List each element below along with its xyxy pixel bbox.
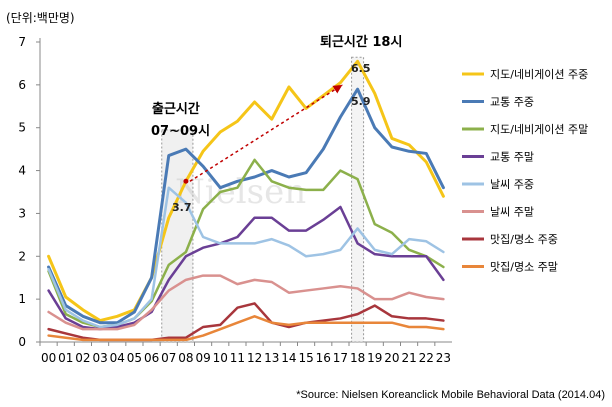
evening-title: 퇴근시간 18시 <box>320 34 402 50</box>
y-tick-label: 1 <box>18 292 26 306</box>
y-tick-label: 6 <box>18 78 26 92</box>
x-tick-label: 04 <box>110 351 125 365</box>
y-tick-label: 5 <box>18 121 26 135</box>
x-tick-label: 15 <box>298 351 313 365</box>
value-label-5-9: 5.9 <box>351 95 371 108</box>
y-tick-label: 0 <box>18 335 26 349</box>
legend-label-4: 날씨 주중 <box>490 178 534 191</box>
value-label-3-7: 3.7 <box>172 201 192 214</box>
x-tick-label: 00 <box>41 351 56 365</box>
series-line-5 <box>47 274 445 331</box>
x-tick-label: 21 <box>401 351 416 365</box>
x-tick-label: 18 <box>350 351 365 365</box>
x-tick-label: 08 <box>178 351 193 365</box>
series-line-4 <box>47 186 445 329</box>
series-line-1 <box>47 87 445 325</box>
x-tick-label: 11 <box>230 351 245 365</box>
x-tick-label: 19 <box>367 351 382 365</box>
y-tick-label: 4 <box>18 164 26 178</box>
legend-label-0: 지도/네비게이션 주중 <box>490 68 588 81</box>
x-tick-label: 06 <box>144 351 159 365</box>
x-tick-label: 13 <box>264 351 279 365</box>
x-tick-label: 12 <box>247 351 262 365</box>
y-tick-label: 3 <box>18 206 26 220</box>
x-tick-label: 10 <box>213 351 228 365</box>
y-tick-label: 2 <box>18 249 26 263</box>
y-tick-label: 7 <box>18 35 26 49</box>
watermark: Nielsen <box>175 172 306 212</box>
legend-label-3: 교통 주말 <box>490 151 534 164</box>
series-line-0 <box>47 59 445 323</box>
legend-label-7: 맛집/명소 주말 <box>490 261 558 274</box>
x-tick-label: 07 <box>161 351 176 365</box>
series-line-7 <box>47 315 445 342</box>
value-label-6-5: 6.5 <box>351 62 371 75</box>
x-tick-label: 17 <box>333 351 348 365</box>
trend-arrow <box>189 84 343 182</box>
x-tick-label: 01 <box>58 351 73 365</box>
x-tick-label: 09 <box>195 351 210 365</box>
x-tick-label: 05 <box>127 351 142 365</box>
arrow-start-dot <box>183 178 189 184</box>
legend-label-6: 맛집/명소 주중 <box>490 233 558 246</box>
x-tick-label: 03 <box>92 351 107 365</box>
x-tick-label: 20 <box>384 351 399 365</box>
x-tick-label: 02 <box>75 351 90 365</box>
series-lines <box>47 59 445 342</box>
morning-range: 07~09시 <box>151 124 210 139</box>
x-tick-label: 16 <box>316 351 331 365</box>
x-tick-label: 14 <box>281 351 296 365</box>
annotations: 출근시간 07~09시 퇴근시간 18시 3.7 6.5 5.9 <box>151 34 402 214</box>
unit-label: (단위:백만명) <box>6 11 75 25</box>
legend-label-2: 지도/네비게이션 주말 <box>490 123 588 136</box>
evening-band <box>351 56 365 343</box>
legend-label-1: 교통 주중 <box>490 96 534 109</box>
morning-title: 출근시간 <box>152 101 200 117</box>
series-line-3 <box>47 205 445 331</box>
legend-label-5: 날씨 주말 <box>490 206 534 219</box>
source-note: *Source: Nielsen Koreanclick Mobile Beha… <box>296 389 605 401</box>
x-tick-label: 22 <box>419 351 434 365</box>
x-tick-label: 23 <box>436 351 451 365</box>
